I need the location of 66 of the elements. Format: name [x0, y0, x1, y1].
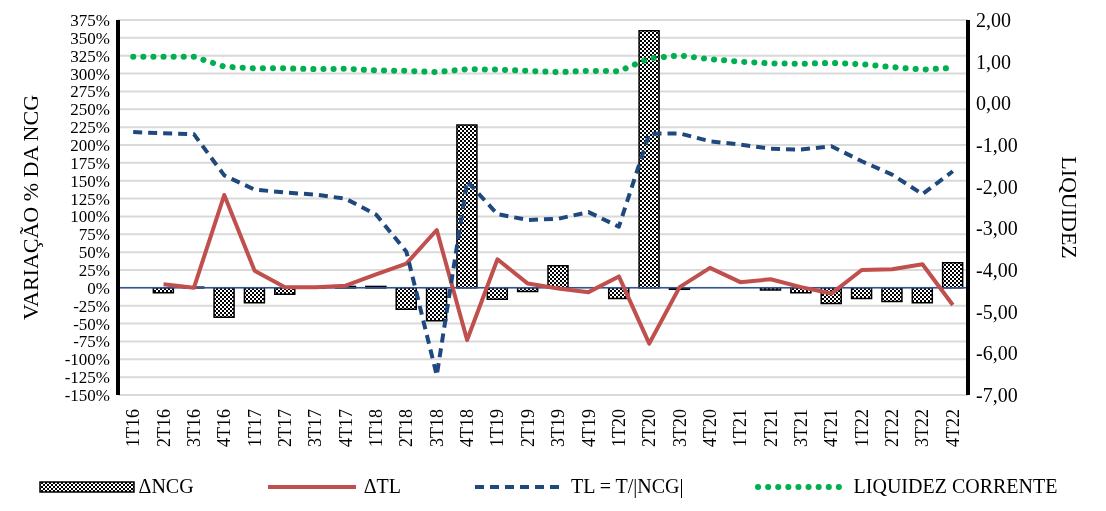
- y-axis-title: VARIAÇÃO % DA NCG: [17, 94, 43, 321]
- x-tick-label: 2T16: [153, 409, 174, 447]
- x-tick-label: 4T17: [335, 409, 356, 447]
- x-tick-label: 3T20: [669, 409, 690, 447]
- y2-tick-label: -5,00: [976, 300, 1018, 323]
- y2-tick-label: -7,00: [976, 384, 1018, 407]
- x-tick-label: 1T22: [851, 409, 872, 447]
- legend-label: ΔNCG: [138, 475, 194, 498]
- y-tick-label: 0%: [87, 278, 110, 298]
- x-tick-label: 2T19: [517, 409, 538, 447]
- x-tick-label: 1T21: [730, 409, 751, 447]
- x-tick-label: 4T19: [578, 409, 599, 447]
- legend-label: LIQUIDEZ CORRENTE: [853, 475, 1058, 498]
- y2-tick-label: 2,00: [976, 9, 1011, 32]
- x-tick-label: 3T16: [183, 409, 204, 447]
- x-tick-label: 4T21: [821, 409, 842, 447]
- y2-tick-label: -6,00: [976, 342, 1018, 365]
- x-tick-label: 4T22: [942, 409, 963, 447]
- x-tick-label: 4T20: [699, 409, 720, 447]
- x-tick-label: 3T21: [791, 409, 812, 447]
- x-tick-label: 3T17: [305, 409, 326, 447]
- y-tick-label: -50%: [73, 314, 110, 334]
- x-tick-label: 2T18: [396, 409, 417, 447]
- y-tick-label: -125%: [64, 368, 110, 388]
- y-tick-label: 375%: [70, 11, 110, 31]
- x-tick-label: 3T18: [426, 409, 447, 447]
- y-tick-label: 325%: [70, 46, 110, 66]
- y2-tick-label: -4,00: [976, 259, 1018, 282]
- x-tick-label: 1T20: [608, 409, 629, 447]
- y2-tick-label: 1,00: [976, 50, 1011, 73]
- y2-tick-label: -1,00: [976, 134, 1018, 157]
- x-tick-label: 1T16: [123, 409, 144, 447]
- y-tick-label: -150%: [64, 386, 110, 406]
- y2-tick-label: 0,00: [976, 92, 1011, 115]
- y2-tick-label: -3,00: [976, 217, 1018, 240]
- x-tick-label: 4T18: [457, 409, 478, 447]
- y-tick-label: -100%: [64, 350, 110, 370]
- y-tick-label: 50%: [78, 243, 110, 263]
- y-tick-label: -75%: [73, 332, 110, 352]
- y-tick-label: 175%: [70, 153, 110, 173]
- y-tick-label: 250%: [70, 100, 110, 120]
- x-tick-label: 2T17: [274, 409, 295, 447]
- x-tick-label: 1T17: [244, 409, 265, 447]
- y2-axis-title: LIQUIDEZ: [1057, 156, 1083, 259]
- y-tick-label: 225%: [70, 118, 110, 138]
- y-tick-label: 75%: [78, 225, 110, 245]
- y-tick-label: 150%: [70, 171, 110, 191]
- y-tick-label: 200%: [70, 136, 110, 156]
- y-tick-label: -25%: [73, 296, 110, 316]
- x-tick-label: 2T22: [882, 409, 903, 447]
- y-tick-label: 25%: [78, 261, 110, 281]
- legend-label: TL = T/|NCG|: [570, 475, 684, 498]
- x-tick-label: 2T20: [639, 409, 660, 447]
- y-tick-label: 300%: [70, 64, 110, 84]
- y2-tick-label: -2,00: [976, 175, 1018, 198]
- x-tick-label: 3T22: [912, 409, 933, 447]
- x-tick-label: 1T18: [366, 409, 387, 447]
- y-tick-label: 100%: [70, 207, 110, 227]
- x-tick-label: 4T16: [214, 409, 235, 447]
- y-tick-label: 275%: [70, 82, 110, 102]
- legend-label: ΔTL: [363, 475, 401, 498]
- y-tick-label: 350%: [70, 28, 110, 48]
- y-tick-label: 125%: [70, 189, 110, 209]
- x-tick-label: 1T19: [487, 409, 508, 447]
- x-tick-label: 3T19: [548, 409, 569, 447]
- x-tick-label: 2T21: [760, 409, 781, 447]
